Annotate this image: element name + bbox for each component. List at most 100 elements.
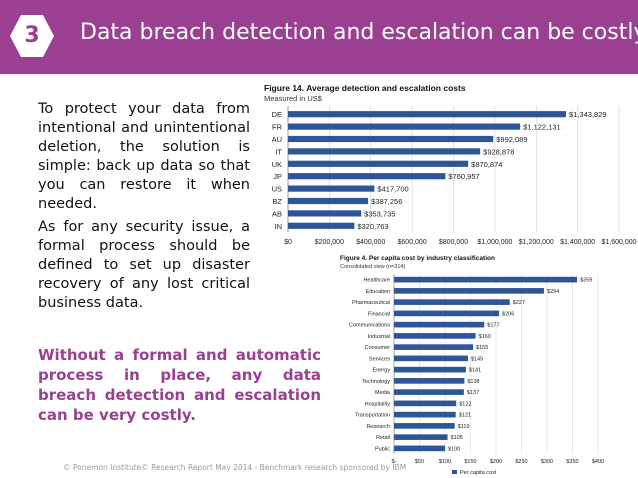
data-label: $138 (467, 379, 479, 385)
bar (394, 276, 578, 283)
category-label: AB (272, 209, 282, 218)
header-bar (0, 0, 638, 74)
bar (394, 400, 457, 407)
data-label: $320,763 (357, 222, 388, 231)
bar (288, 197, 369, 205)
chart-title: Figure 14. Average detection and escalat… (264, 83, 466, 93)
category-label: Hospitality (365, 401, 391, 407)
data-label: $294 (547, 289, 559, 295)
category-label: IN (275, 222, 283, 231)
data-label: $760,957 (448, 172, 479, 181)
legend-label: Per capita cost (460, 470, 497, 476)
data-label: $160 (479, 334, 491, 340)
x-tick-label: $1,200,000 (519, 239, 554, 246)
x-tick-label: $1,400,000 (560, 239, 595, 246)
bar (288, 123, 521, 130)
bar (288, 111, 567, 118)
data-label: $227 (513, 300, 525, 306)
x-tick-label: $50 (415, 459, 424, 465)
slide-number: 3 (24, 23, 40, 48)
footer-credit: © Ponemon Institute© Research Report May… (63, 463, 407, 472)
category-label: Retail (376, 435, 390, 441)
bar (394, 366, 466, 373)
data-label: $122 (459, 401, 471, 407)
x-tick-label: $300 (541, 459, 553, 465)
bar (394, 434, 448, 440)
data-label: $1,343,829 (569, 110, 607, 119)
bar (288, 185, 375, 192)
data-label: $137 (467, 390, 479, 396)
x-tick-label: $200 (490, 459, 502, 465)
data-label: $1,122,131 (523, 123, 561, 132)
x-tick-label: $1,600,000 (601, 239, 636, 246)
data-label: $353,735 (364, 209, 395, 218)
data-label: $387,256 (371, 197, 402, 206)
category-label: Healthcare (363, 278, 390, 284)
bar (288, 160, 469, 167)
bar (288, 135, 494, 143)
category-label: Financial (368, 311, 390, 317)
bar (394, 423, 455, 429)
bar (394, 355, 468, 362)
data-label: $359 (580, 278, 592, 284)
bar (394, 299, 510, 305)
x-tick-label: $0 (284, 239, 292, 246)
category-label: Industrial (368, 334, 390, 340)
bar (394, 445, 445, 452)
category-label: UK (272, 160, 282, 169)
x-tick-label: $100 (439, 459, 451, 465)
data-label: $105 (451, 435, 463, 441)
category-label: Transportation (355, 413, 390, 419)
category-label: Services (369, 356, 390, 362)
data-label: $992,089 (496, 135, 527, 144)
bar (394, 411, 456, 418)
category-label: Technology (362, 379, 390, 385)
x-tick-label: $200,000 (315, 239, 344, 246)
category-label: Public (375, 446, 390, 452)
bar (394, 389, 464, 395)
x-tick-label: $350 (566, 459, 578, 465)
data-label: $100 (448, 446, 460, 452)
chart-title: Figure 4. Per capita cost by industry cl… (340, 255, 495, 262)
slide-title: Data breach detection and escalation can… (80, 20, 638, 45)
chart-subtitle: Measured in US$ (264, 94, 323, 103)
x-tick-label: $400 (592, 459, 604, 465)
data-label: $119 (458, 424, 470, 430)
legend-swatch (452, 470, 457, 474)
category-label: BZ (272, 197, 282, 206)
category-label: Communications (349, 323, 390, 329)
data-label: $121 (459, 413, 471, 419)
data-label: $155 (476, 345, 488, 351)
data-label: $206 (502, 311, 514, 317)
category-label: Pharmaceutical (352, 300, 390, 306)
category-label: FR (272, 123, 283, 132)
callout-text: Without a formal and automatic process i… (38, 346, 321, 424)
bar (394, 378, 465, 384)
process-paragraph: As for any security issue, a formal proc… (38, 219, 250, 311)
category-label: Consumer (365, 345, 391, 351)
category-label: AU (272, 135, 282, 144)
data-label: $928,878 (483, 147, 514, 156)
x-tick-label: $600,000 (398, 239, 427, 246)
category-label: US (272, 185, 282, 194)
x-tick-label: $150 (464, 459, 476, 465)
category-label: Research (366, 424, 390, 430)
category-label: Energy (373, 368, 391, 374)
category-label: Media (375, 390, 391, 396)
bar (288, 210, 362, 217)
data-label: $870,874 (471, 160, 502, 169)
bar (288, 173, 446, 180)
bar (394, 333, 476, 339)
bar (394, 344, 474, 350)
intro-paragraph: To protect your data from intentional an… (38, 101, 250, 212)
x-tick-label: $1,000,000 (477, 239, 512, 246)
x-tick-label: $250 (515, 459, 527, 465)
bar (394, 321, 485, 328)
bar (394, 310, 500, 317)
category-label: DE (272, 110, 282, 119)
category-label: JP (273, 172, 282, 181)
data-label: $417,700 (377, 185, 408, 194)
data-label: $141 (469, 368, 481, 374)
bar (394, 288, 544, 294)
data-label: $177 (487, 323, 499, 329)
